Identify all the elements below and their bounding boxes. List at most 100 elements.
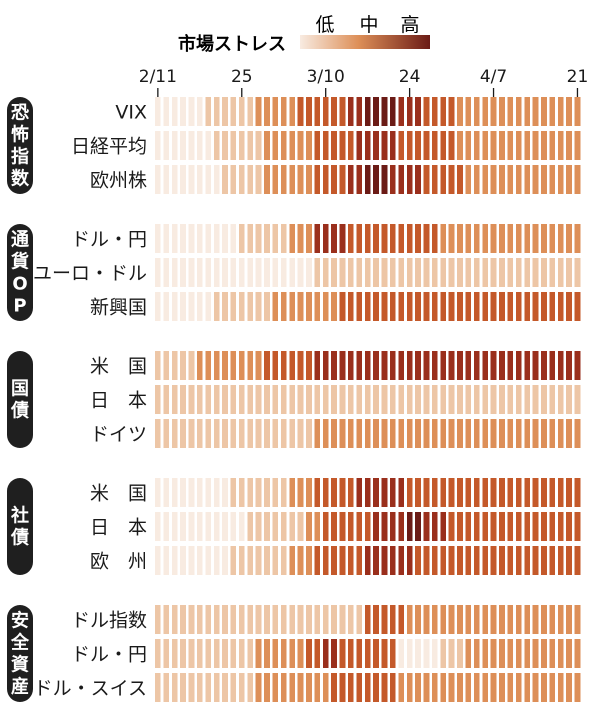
heatmap-cell [541,385,547,414]
heatmap-cell [213,478,220,507]
heatmap-cell [566,97,572,126]
heatmap-cell [532,165,539,194]
heatmap-cell [381,673,388,702]
heatmap-cell [289,385,295,414]
heatmap-cell [331,605,337,634]
heatmap-cell [213,97,220,126]
heatmap-cell [280,419,287,448]
heatmap-cell [398,478,405,507]
heatmap-cell [448,673,455,702]
heatmap-cell [356,224,363,253]
heatmap-cell [482,419,488,448]
heatmap-cell [205,512,212,541]
row-label: ドル・円 [71,644,147,666]
heatmap-cell [448,165,455,194]
heatmap-cell [247,478,254,507]
heatmap-cell [163,512,170,541]
heatmap-cell [306,639,312,668]
heatmap-cell [473,97,480,126]
heatmap-cell [389,605,396,634]
heatmap-cell [356,292,363,321]
heatmap-cell [431,165,438,194]
heatmap-cell [364,478,371,507]
heatmap-cell [238,673,245,702]
heatmap-cell [155,258,161,287]
heatmap-cell [196,131,203,160]
heatmap-cell [515,546,522,575]
heatmap-cell [557,546,564,575]
heatmap-cell [465,546,472,575]
heatmap-cell [196,385,203,414]
heatmap-cell [532,605,539,634]
heatmap-cell [499,605,505,634]
heatmap-cell [297,639,304,668]
heatmap-cell [213,131,220,160]
legend-level-mid: 中 [359,14,378,36]
heatmap-cell [264,478,270,507]
heatmap-row: 米 国 [90,351,581,380]
heatmap-cell [213,419,220,448]
heatmap-cell [322,292,329,321]
heatmap-cell [339,351,346,380]
heatmap-cell [155,292,161,321]
row-group: 社債 米 国日 本欧 州 [7,478,581,575]
x-tick-label: 3/10 [307,67,345,87]
heatmap-cell [566,385,572,414]
heatmap-cell [331,385,337,414]
heatmap-cell [490,639,497,668]
heatmap-cell [247,385,254,414]
heatmap-cell [171,673,178,702]
heatmap-cell [255,673,262,702]
heatmap-cell [205,131,212,160]
heatmap-cell [557,605,564,634]
heatmap-cell [314,385,321,414]
heatmap-cell [389,673,396,702]
heatmap-cell [297,292,304,321]
heatmap-cell [163,546,170,575]
heatmap-cell [322,351,329,380]
heatmap-cell [398,224,405,253]
heatmap-cell [574,224,581,253]
heatmap-cell [222,419,228,448]
heatmap-cell [574,385,581,414]
heatmap-cell [406,512,413,541]
heatmap-cell [574,351,581,380]
legend-gradient-bar [300,35,430,49]
heatmap-cell [289,97,295,126]
heatmap-cell [297,351,304,380]
heatmap-cell [549,131,556,160]
heatmap-cell [465,478,472,507]
heatmap-cell [507,385,514,414]
heatmap-cell [322,639,329,668]
heatmap-cell [398,546,405,575]
heatmap-cell [557,351,564,380]
heatmap-cell [406,605,413,634]
heatmap-cell [406,546,413,575]
heatmap-cell [524,546,530,575]
group-label: 安全資産 [10,610,30,698]
heatmap-cell [331,131,337,160]
heatmap-cell [264,605,270,634]
heatmap-row: ドル・円 [71,224,581,253]
heatmap-cell [356,639,363,668]
heatmap-cell [524,605,530,634]
heatmap-cell [213,385,220,414]
heatmap-cell [566,639,572,668]
heatmap-cell [196,351,203,380]
heatmap-cell [180,292,186,321]
heatmap-cell [457,351,463,380]
heatmap-cell [230,351,237,380]
heatmap-cell [155,512,161,541]
heatmap-cell [415,673,421,702]
heatmap-cell [322,97,329,126]
heatmap-cell [339,512,346,541]
heatmap-cell [272,673,279,702]
heatmap-cell [230,673,237,702]
heatmap-cell [322,546,329,575]
heatmap-cell [155,224,161,253]
heatmap-cell [331,639,337,668]
group-label: 社債 [10,505,29,549]
heatmap-cell [205,419,212,448]
heatmap-cell [490,673,497,702]
